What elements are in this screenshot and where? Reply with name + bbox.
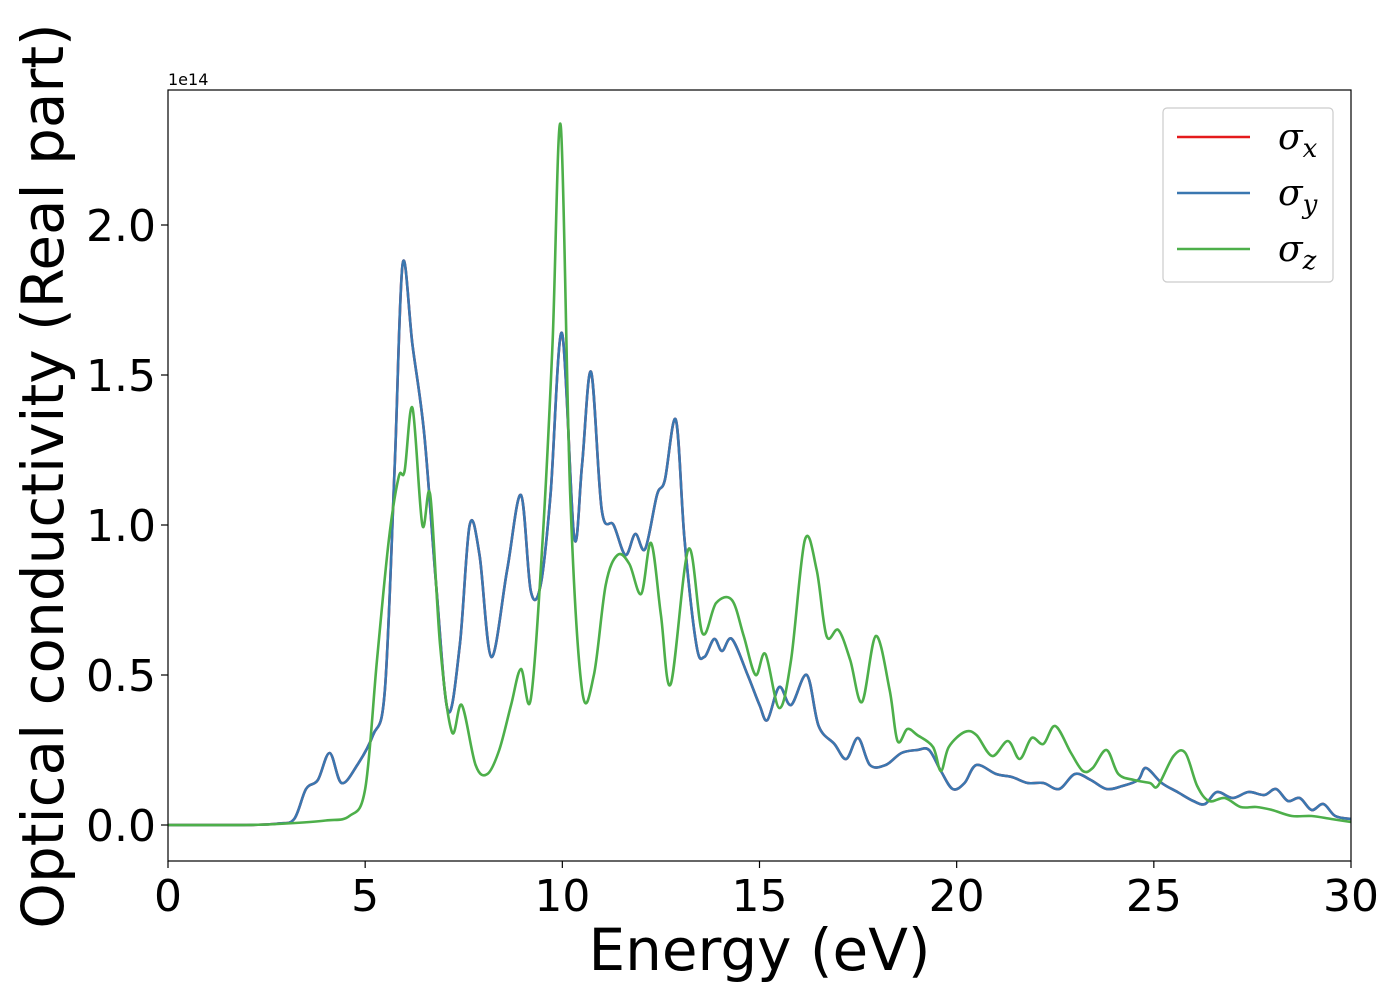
legend-label-sigma-x: σx [1278, 117, 1318, 164]
x-tick-label: 15 [732, 871, 788, 922]
series-line-sigma-z [168, 122, 1351, 827]
y-tick-label: 0.5 [86, 651, 156, 702]
y-offset-label: 1e14 [168, 70, 208, 89]
series-layer [168, 122, 1351, 827]
x-tick-label: 5 [351, 871, 379, 922]
y-axis-title: Optical conductivity (Real part) [9, 23, 77, 928]
x-axis-title: Energy (eV) [588, 916, 930, 984]
tick-layer: 0 5 10 15 20 25 30 0.0 0.5 1.0 1.5 2.0 [86, 201, 1379, 922]
legend-box [1162, 107, 1334, 283]
y-tick-label: 2.0 [86, 201, 156, 252]
x-tick-label: 20 [929, 871, 985, 922]
y-tick-label: 1.0 [86, 501, 156, 552]
x-tick-label: 10 [534, 871, 590, 922]
legend-label-sigma-y: σy [1278, 173, 1318, 220]
legend: σx σy σz [1162, 107, 1334, 283]
x-tick-label: 25 [1126, 871, 1182, 922]
x-tick-label: 30 [1323, 871, 1379, 922]
y-tick-label: 0.0 [86, 801, 156, 852]
legend-label-sigma-z: σz [1278, 229, 1317, 276]
y-tick-label: 1.5 [86, 351, 156, 402]
x-tick-label: 0 [154, 871, 182, 922]
